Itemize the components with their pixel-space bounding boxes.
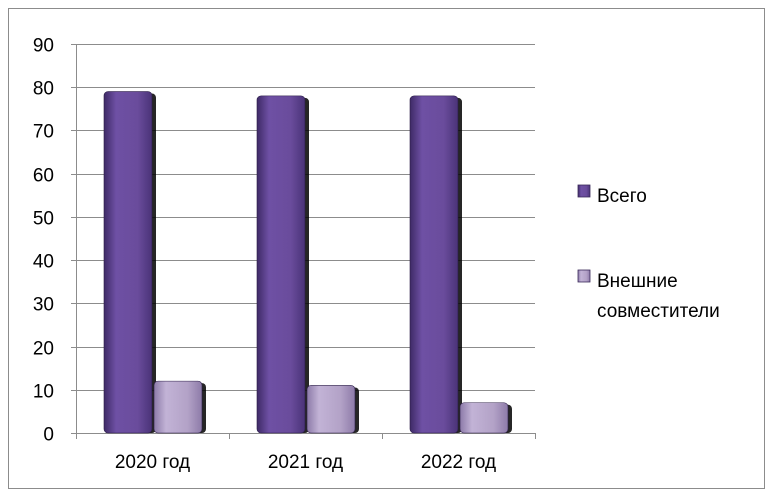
y-tick-label: 90 bbox=[33, 36, 54, 57]
legend-label: совместители bbox=[597, 301, 720, 322]
legend: Всего Внешние совместители bbox=[577, 184, 720, 322]
bar-external-2 bbox=[306, 385, 356, 434]
y-tick-label: 70 bbox=[33, 122, 54, 143]
legend-swatch-total bbox=[577, 184, 591, 198]
y-tick-label: 10 bbox=[33, 382, 54, 403]
tick-labels: 0 10 20 30 40 50 60 70 80 90 2020 год 2021 год 2022 … bbox=[33, 36, 496, 474]
bar-total-1 bbox=[103, 91, 153, 434]
bars bbox=[103, 91, 512, 434]
y-tick-label: 20 bbox=[33, 339, 54, 360]
y-tick-label: 50 bbox=[33, 209, 54, 230]
y-tick-label: 60 bbox=[33, 166, 54, 187]
legend-label: Всего bbox=[597, 186, 647, 207]
legend-label: Внешние bbox=[597, 271, 678, 292]
y-tick-label: 0 bbox=[43, 425, 54, 446]
x-tick-label: 2020 год bbox=[115, 452, 190, 473]
axes bbox=[71, 44, 536, 439]
y-tick-label: 80 bbox=[33, 79, 54, 100]
bar-total-2 bbox=[256, 95, 306, 434]
y-tick-label: 40 bbox=[33, 252, 54, 273]
legend-swatch-external bbox=[577, 269, 591, 283]
x-tick-label: 2022 год bbox=[421, 452, 496, 473]
y-tick-label: 30 bbox=[33, 295, 54, 316]
bar-external-3 bbox=[459, 402, 509, 434]
bar-total-3 bbox=[409, 95, 459, 434]
bar-external-1 bbox=[153, 380, 203, 434]
x-tick-label: 2021 год bbox=[268, 452, 343, 473]
